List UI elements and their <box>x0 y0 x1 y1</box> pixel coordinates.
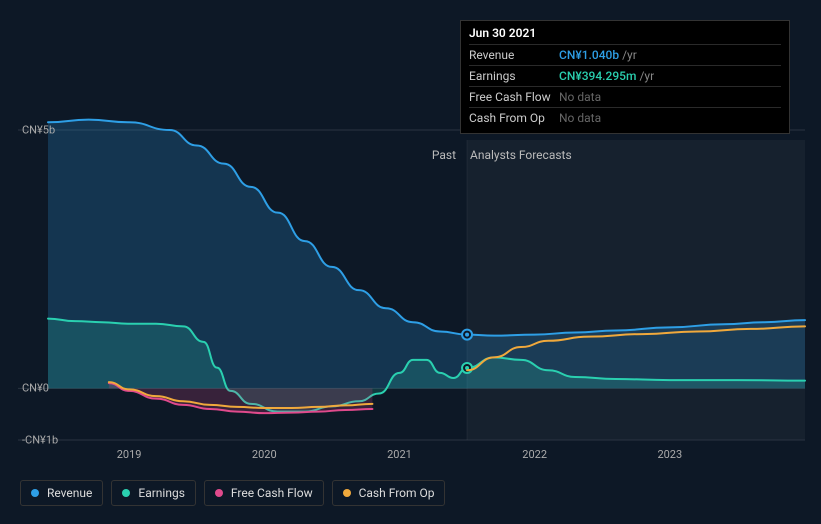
tooltip-row-label: Earnings <box>469 69 559 83</box>
x-axis-label: 2022 <box>522 448 547 461</box>
legend-item-earnings[interactable]: Earnings <box>111 480 196 506</box>
legend-item-cfo[interactable]: Cash From Op <box>332 480 446 506</box>
tooltip-row-label: Revenue <box>469 48 559 62</box>
y-axis-label: -CN¥1b <box>22 434 58 447</box>
legend: Revenue Earnings Free Cash Flow Cash From O… <box>20 480 445 506</box>
tooltip-row: RevenueCN¥1.040b/yr <box>469 44 781 65</box>
y-axis-label: CN¥5b <box>22 124 55 137</box>
data-tooltip: Jun 30 2021 RevenueCN¥1.040b/yrEarningsC… <box>460 20 790 134</box>
y-axis-label: CN¥0 <box>22 382 49 395</box>
legend-label: Free Cash Flow <box>231 486 313 500</box>
x-axis-label: 2020 <box>252 448 277 461</box>
past-label: Past <box>432 148 456 162</box>
x-axis-label: 2023 <box>657 448 682 461</box>
tooltip-row: EarningsCN¥394.295m/yr <box>469 65 781 86</box>
tooltip-row-value: CN¥394.295m/yr <box>559 69 781 83</box>
x-axis-label: 2019 <box>117 448 142 461</box>
tooltip-row-label: Cash From Op <box>469 111 559 125</box>
legend-dot <box>122 489 130 497</box>
legend-dot <box>215 489 223 497</box>
tooltip-row-value: CN¥1.040b/yr <box>559 48 781 62</box>
legend-item-revenue[interactable]: Revenue <box>20 480 103 506</box>
forecast-label: Analysts Forecasts <box>470 148 572 162</box>
tooltip-row: Cash From OpNo data <box>469 107 781 128</box>
legend-label: Earnings <box>138 486 185 500</box>
legend-label: Revenue <box>47 486 92 500</box>
x-axis-label: 2021 <box>387 448 412 461</box>
tooltip-row: Free Cash FlowNo data <box>469 86 781 107</box>
tooltip-row-value: No data <box>559 90 781 104</box>
legend-dot <box>31 489 39 497</box>
legend-dot <box>343 489 351 497</box>
tooltip-row-value: No data <box>559 111 781 125</box>
legend-item-fcf[interactable]: Free Cash Flow <box>204 480 324 506</box>
tooltip-row-label: Free Cash Flow <box>469 90 559 104</box>
tooltip-date: Jun 30 2021 <box>469 26 781 44</box>
legend-label: Cash From Op <box>359 486 435 500</box>
